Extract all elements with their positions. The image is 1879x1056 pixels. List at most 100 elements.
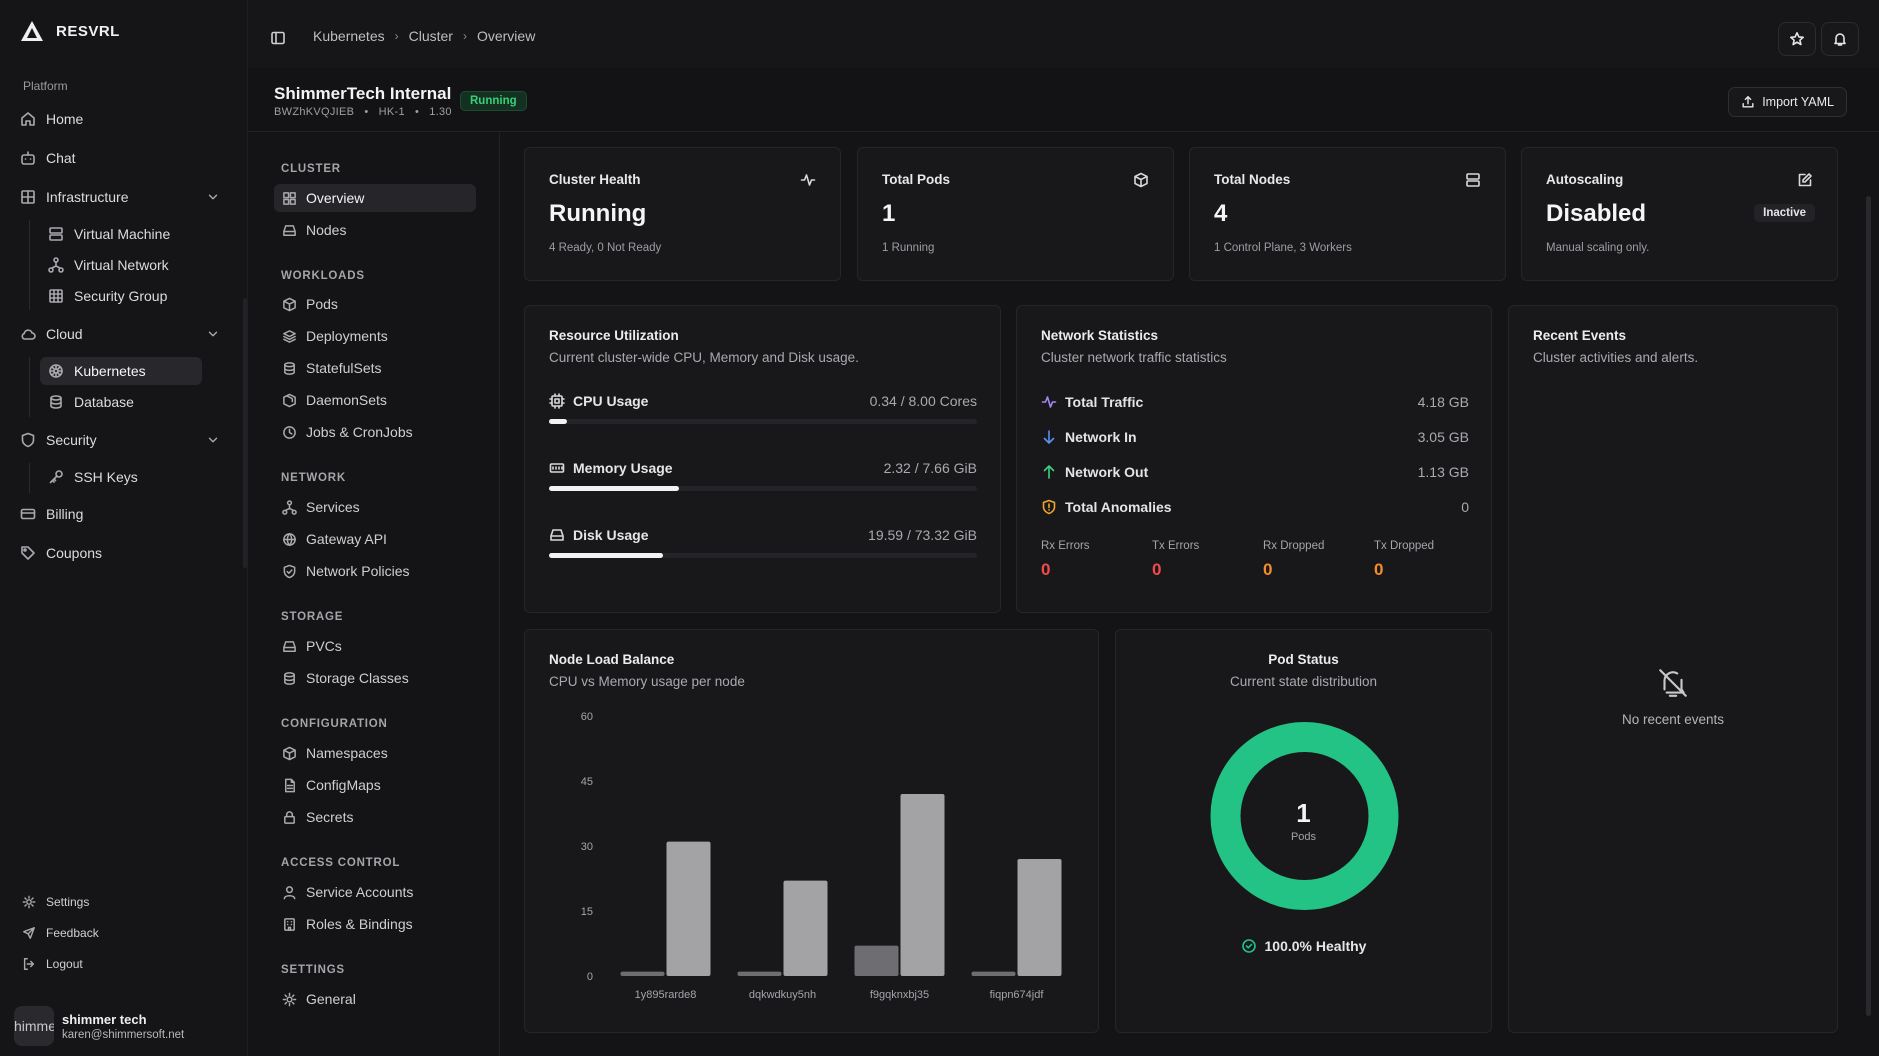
file-icon xyxy=(285,778,295,792)
cluster-meta: BWZhKVQJIEB • HK-1 • 1.30 xyxy=(274,106,452,118)
secnav-pods[interactable]: Pods xyxy=(274,290,476,318)
nav-home[interactable]: Home xyxy=(20,104,83,134)
secnav-daemonsets[interactable]: DaemonSets xyxy=(274,386,476,414)
disk-usage-label: Disk Usage xyxy=(573,527,649,543)
events-sub: Cluster activities and alerts. xyxy=(1533,350,1699,365)
secnav-service-accounts[interactable]: Service Accounts xyxy=(274,878,476,906)
secnav-network-policies[interactable]: Network Policies xyxy=(274,557,476,585)
hard-drive-icon xyxy=(283,640,296,652)
bar-series-1-1y895rarde8[interactable] xyxy=(666,841,711,976)
breadcrumb-separator: › xyxy=(462,29,467,43)
bar-series-1-f9gqknxbj35[interactable] xyxy=(900,794,945,976)
nav-ssh-keys[interactable]: SSH Keys xyxy=(40,463,202,491)
star-icon xyxy=(1790,31,1804,46)
y-tick-label: 45 xyxy=(581,776,593,788)
nav-cloud[interactable]: Cloud xyxy=(20,319,226,349)
secnav-roles-bindings-label: Roles & Bindings xyxy=(306,916,413,932)
secnav-pvcs[interactable]: PVCs xyxy=(274,632,476,660)
secnav-roles-bindings[interactable]: Roles & Bindings xyxy=(274,910,476,938)
main-scrollbar[interactable] xyxy=(1866,196,1871,1016)
secnav-nodes-label: Nodes xyxy=(306,222,347,238)
user-profile[interactable]: himme shimmer tech karen@shimmersoft.net xyxy=(14,1006,184,1046)
cluster-health-value: Running xyxy=(549,200,647,227)
secnav-services[interactable]: Services xyxy=(274,493,476,521)
secnav-gateway-api[interactable]: Gateway API xyxy=(274,525,476,553)
nav-virtual-network[interactable]: Virtual Network xyxy=(40,251,202,279)
bar-series-0-1y895rarde8[interactable] xyxy=(620,971,665,976)
globe-icon xyxy=(283,532,296,546)
meta-separator: • xyxy=(357,106,376,118)
bar-series-0-dqkwdkuy5nh[interactable] xyxy=(737,971,782,976)
network-statistics-card: Network Statistics Cluster network traff… xyxy=(1016,305,1492,613)
nav-kubernetes[interactable]: Kubernetes xyxy=(40,357,202,385)
nav-billing[interactable]: Billing xyxy=(20,499,83,529)
network-title: Network Statistics xyxy=(1041,328,1159,343)
secnav-deployments[interactable]: Deployments xyxy=(274,322,476,350)
secnav-statefulsets[interactable]: StatefulSets xyxy=(274,354,476,382)
node-load-title: Node Load Balance xyxy=(549,652,675,667)
nav-logout-label: Logout xyxy=(46,957,83,971)
secnav-nodes[interactable]: Nodes xyxy=(274,216,476,244)
edit-icon[interactable] xyxy=(1797,172,1813,188)
nav-database-label: Database xyxy=(74,394,134,410)
cpu-usage-fill xyxy=(549,419,568,424)
import-yaml-button[interactable]: Import YAML xyxy=(1728,87,1847,117)
breadcrumb-cluster[interactable]: Cluster xyxy=(408,28,453,44)
gear-icon xyxy=(282,992,297,1006)
section-cluster-heading: CLUSTER xyxy=(281,163,341,175)
sidebar-scrollbar[interactable] xyxy=(243,298,247,568)
secnav-configmaps[interactable]: ConfigMaps xyxy=(274,771,476,799)
nav-security[interactable]: Security xyxy=(20,425,226,455)
nav-coupons[interactable]: Coupons xyxy=(20,538,102,568)
network-out-value: 1.13 GB xyxy=(1417,464,1469,480)
secnav-network-policies-label: Network Policies xyxy=(306,563,410,579)
pod-status-donut xyxy=(1210,722,1399,910)
total-traffic-value: 4.18 GB xyxy=(1417,394,1469,410)
secnav-storage-classes[interactable]: Storage Classes xyxy=(274,664,476,692)
events-empty-text: No recent events xyxy=(1621,712,1725,727)
gear-icon xyxy=(22,895,36,909)
favorite-button[interactable] xyxy=(1778,22,1816,56)
secnav-namespaces-label: Namespaces xyxy=(306,745,388,761)
total-nodes-value: 4 xyxy=(1214,200,1228,227)
total-pods-title: Total Pods xyxy=(882,172,951,187)
nav-infrastructure[interactable]: Infrastructure xyxy=(20,182,226,212)
brand[interactable]: RESVRL xyxy=(20,20,120,42)
cpu-usage-label: CPU Usage xyxy=(573,393,649,409)
bar-series-0-fiqpn674jdf[interactable] xyxy=(971,971,1016,976)
nav-chat[interactable]: Chat xyxy=(20,143,76,173)
x-tick-label: 1y895rarde8 xyxy=(635,989,697,1001)
sidebar-toggle-icon[interactable] xyxy=(270,30,286,46)
secnav-configmaps-label: ConfigMaps xyxy=(306,777,381,793)
resource-sub: Current cluster-wide CPU, Memory and Dis… xyxy=(549,350,859,365)
bar-series-1-dqkwdkuy5nh[interactable] xyxy=(783,880,828,976)
chevron-down-icon xyxy=(208,194,218,200)
y-tick-label: 15 xyxy=(581,906,593,918)
chevron-down-icon xyxy=(208,331,218,337)
node-load-sub: CPU vs Memory usage per node xyxy=(549,674,745,689)
rx-errors-value: 0 xyxy=(1041,560,1051,579)
breadcrumb-kubernetes[interactable]: Kubernetes xyxy=(313,28,385,44)
breadcrumb-separator: › xyxy=(394,29,399,43)
nav-logout[interactable]: Logout xyxy=(22,952,83,976)
sidebar: RESVRL Platform Home Chat Infrastructure… xyxy=(0,0,248,1056)
nav-feedback[interactable]: Feedback xyxy=(22,921,99,945)
nav-virtual-machine[interactable]: Virtual Machine xyxy=(40,220,202,248)
notifications-button[interactable] xyxy=(1821,22,1859,56)
cluster-health-sub: 4 Ready, 0 Not Ready xyxy=(549,242,662,254)
network-icon xyxy=(282,499,297,515)
secnav-pods-label: Pods xyxy=(306,296,338,312)
nav-settings[interactable]: Settings xyxy=(22,890,89,914)
secnav-jobs[interactable]: Jobs & CronJobs xyxy=(274,418,476,446)
nav-security-group[interactable]: Security Group xyxy=(40,282,202,310)
nav-database[interactable]: Database xyxy=(40,388,202,416)
infra-tree-line xyxy=(29,220,30,310)
secnav-secrets[interactable]: Secrets xyxy=(274,803,476,831)
upload-icon xyxy=(1742,96,1754,108)
secnav-deployments-label: Deployments xyxy=(306,328,388,344)
secnav-general[interactable]: General xyxy=(274,985,476,1013)
bar-series-1-fiqpn674jdf[interactable] xyxy=(1017,859,1062,976)
bar-series-0-f9gqknxbj35[interactable] xyxy=(854,945,899,976)
secnav-namespaces[interactable]: Namespaces xyxy=(274,739,476,767)
secnav-overview[interactable]: Overview xyxy=(274,184,476,212)
